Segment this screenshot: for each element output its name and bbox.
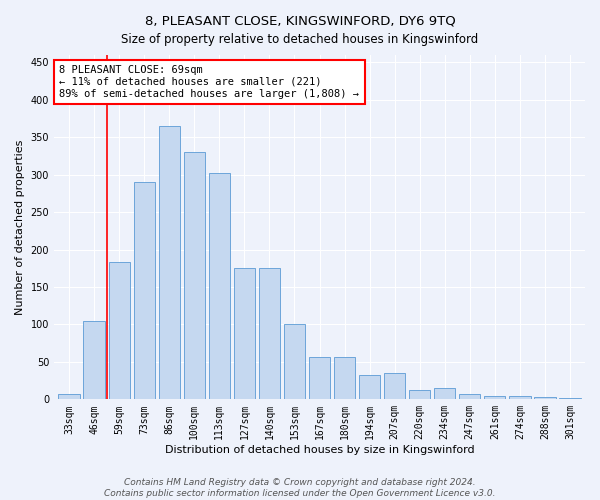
- Bar: [234, 268, 255, 400]
- Bar: [58, 394, 80, 400]
- Bar: [384, 373, 406, 400]
- Bar: [134, 182, 155, 400]
- Bar: [334, 356, 355, 400]
- Bar: [83, 320, 105, 400]
- Bar: [109, 262, 130, 400]
- Bar: [534, 397, 556, 400]
- Text: Contains HM Land Registry data © Crown copyright and database right 2024.
Contai: Contains HM Land Registry data © Crown c…: [104, 478, 496, 498]
- Bar: [459, 394, 481, 400]
- Bar: [509, 396, 530, 400]
- Text: 8, PLEASANT CLOSE, KINGSWINFORD, DY6 9TQ: 8, PLEASANT CLOSE, KINGSWINFORD, DY6 9TQ: [145, 15, 455, 28]
- Bar: [284, 324, 305, 400]
- Bar: [209, 172, 230, 400]
- Bar: [434, 388, 455, 400]
- Bar: [409, 390, 430, 400]
- Bar: [259, 268, 280, 400]
- Bar: [559, 398, 581, 400]
- Bar: [158, 126, 180, 400]
- Text: Size of property relative to detached houses in Kingswinford: Size of property relative to detached ho…: [121, 32, 479, 46]
- X-axis label: Distribution of detached houses by size in Kingswinford: Distribution of detached houses by size …: [165, 445, 475, 455]
- Y-axis label: Number of detached properties: Number of detached properties: [15, 140, 25, 315]
- Bar: [359, 376, 380, 400]
- Bar: [309, 356, 330, 400]
- Bar: [184, 152, 205, 400]
- Text: 8 PLEASANT CLOSE: 69sqm
← 11% of detached houses are smaller (221)
89% of semi-d: 8 PLEASANT CLOSE: 69sqm ← 11% of detache…: [59, 66, 359, 98]
- Bar: [484, 396, 505, 400]
